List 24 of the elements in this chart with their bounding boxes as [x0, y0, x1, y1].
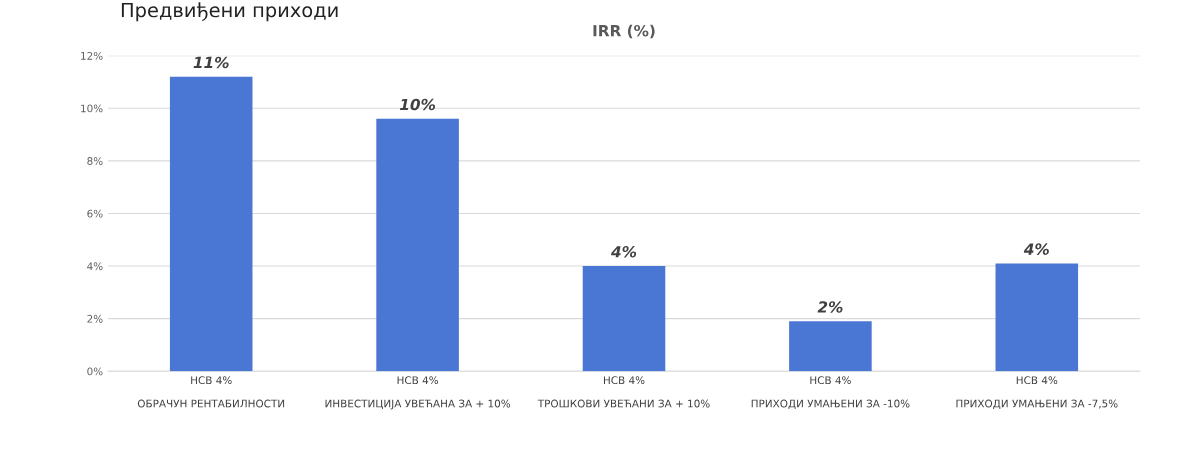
data-label: 4% — [1023, 243, 1049, 255]
data-label: 10% — [399, 98, 436, 111]
data-label: 2% — [817, 301, 843, 313]
category-label: НСВ 4% ИНВЕСТИЦИЈА УВЕЋАНА ЗА + 10% — [325, 376, 511, 410]
y-tick-label: 4% — [87, 262, 103, 271]
category-label: НСВ 4% ПРИХОДИ УМАЊЕНИ ЗА -10% — [751, 376, 910, 409]
category-label: НСВ 4% ТРОШКОВИ УВЕЋАНИ ЗА + 10% — [537, 376, 710, 408]
y-tick-label: 12% — [81, 51, 103, 60]
y-tick-label: 8% — [87, 157, 103, 165]
chart-title: IRR (%) — [593, 24, 655, 39]
bar — [995, 263, 1079, 372]
bar — [169, 76, 253, 372]
y-tick-label: 2% — [87, 314, 103, 323]
y-tick-label: 0% — [87, 367, 103, 376]
data-label: 11% — [193, 56, 229, 69]
bar — [789, 321, 872, 372]
category-label: НСВ 4% ПРИХОДИ УМАЊЕНИ ЗА -7,5% — [956, 376, 1118, 409]
y-tick-label: 6% — [87, 209, 103, 218]
category-label: НСВ 4% ОБРАЧУН РЕНТАБИЛНОСТИ — [137, 376, 285, 408]
y-tick-label: 10% — [81, 104, 103, 113]
bar — [582, 266, 666, 372]
text: Предвиђени приходи — [121, 2, 338, 22]
bar — [376, 118, 459, 372]
data-label: 4% — [611, 245, 637, 258]
